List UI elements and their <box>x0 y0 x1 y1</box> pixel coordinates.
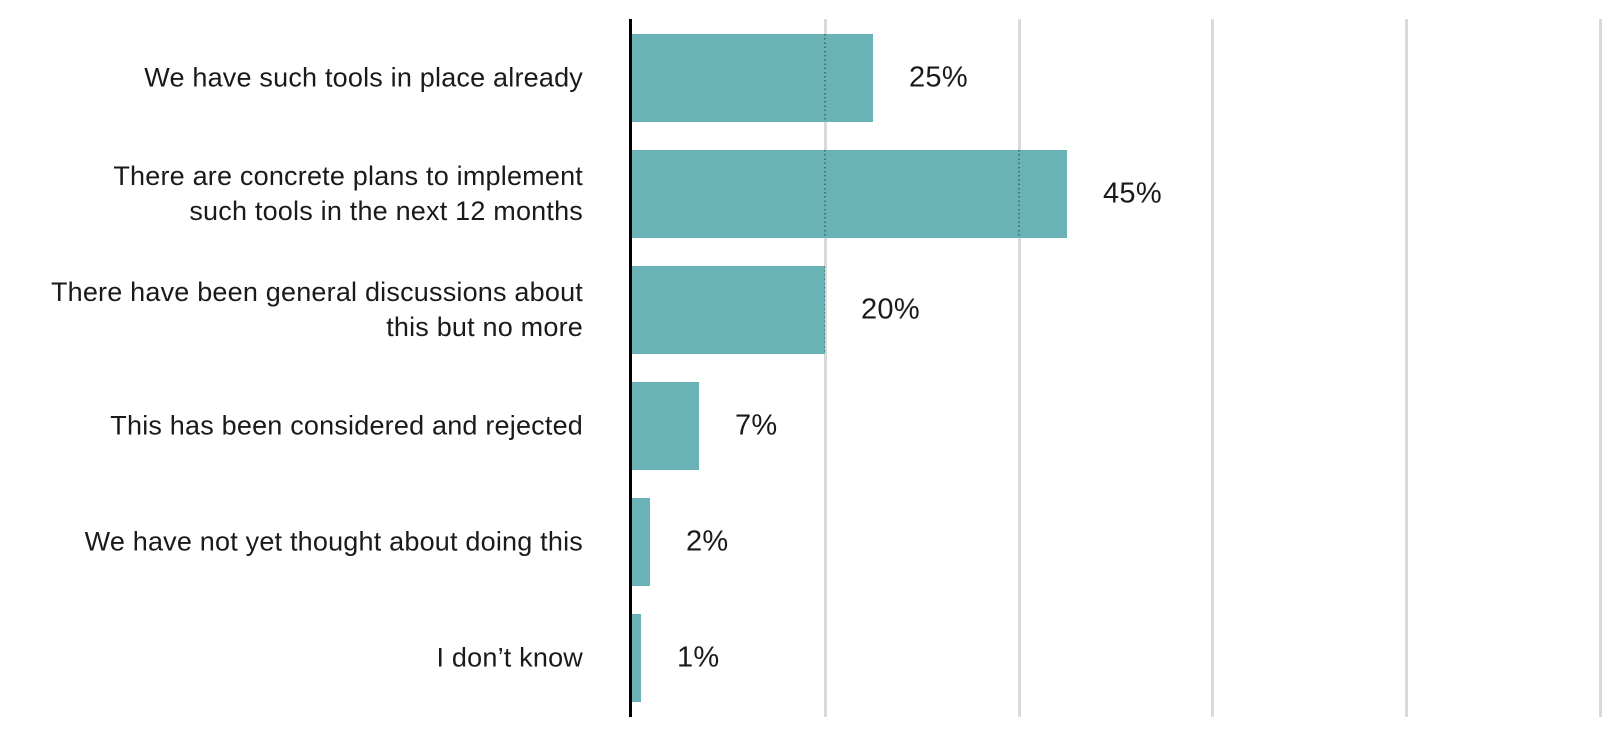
gridline-dotted-segment <box>824 34 826 122</box>
gridline <box>1018 19 1021 717</box>
value-label: 45% <box>1103 177 1162 210</box>
value-label: 7% <box>735 409 778 442</box>
bar-row: I don’t know 1% <box>0 600 1618 716</box>
category-label: We have not yet thought about doing this <box>84 526 583 557</box>
bar <box>632 498 650 586</box>
category-label: We have such tools in place already <box>144 62 583 93</box>
gridline-dotted-segment <box>1018 150 1020 238</box>
bar <box>632 34 873 122</box>
bar <box>632 614 641 702</box>
bar <box>632 382 699 470</box>
gridline-dotted-segment <box>824 150 826 238</box>
category-label: I don’t know <box>436 642 583 673</box>
category-label: There have been general discussions abou… <box>50 277 583 342</box>
category-label: There are concrete plans to implement su… <box>113 161 583 226</box>
bar <box>632 150 1067 238</box>
bar <box>632 266 825 354</box>
value-label: 1% <box>677 641 720 674</box>
value-label: 25% <box>909 61 968 94</box>
gridline <box>1405 19 1408 717</box>
bar-row: This has been considered and rejected 7% <box>0 368 1618 484</box>
gridline <box>1599 19 1602 717</box>
value-label: 2% <box>686 525 729 558</box>
gridline <box>1211 19 1214 717</box>
bar-row: We have not yet thought about doing this… <box>0 484 1618 600</box>
bar-row: There are concrete plans to implement su… <box>0 136 1618 252</box>
bar-row: There have been general discussions abou… <box>0 252 1618 368</box>
y-axis-line <box>629 19 632 717</box>
category-label: This has been considered and rejected <box>110 410 583 441</box>
gridline <box>824 19 827 717</box>
value-label: 20% <box>861 293 920 326</box>
bar-row: We have such tools in place already 25% <box>0 20 1618 136</box>
gridline-dotted-segment <box>824 266 825 354</box>
